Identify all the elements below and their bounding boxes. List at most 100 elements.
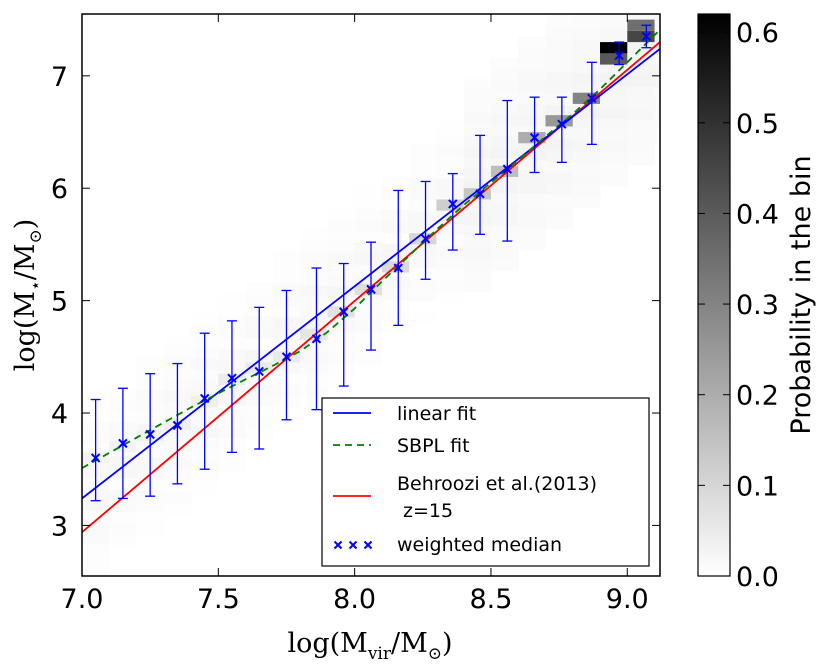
heatmap-bin xyxy=(436,144,465,157)
colorbar-tick-label: 0.6 xyxy=(736,18,779,49)
heatmap-bin xyxy=(436,178,465,191)
heatmap-bin xyxy=(545,59,574,72)
heatmap-bin xyxy=(272,260,301,273)
heatmap-bin xyxy=(300,284,328,297)
heatmap-bin xyxy=(436,268,465,281)
x-tick-label: 8.5 xyxy=(469,584,512,615)
heatmap-bin xyxy=(272,271,301,284)
median-marker xyxy=(393,263,403,273)
heatmap-bin xyxy=(409,244,437,257)
heatmap-bin xyxy=(354,253,383,266)
heatmap-bin xyxy=(654,20,660,32)
heatmap-bin xyxy=(627,19,655,31)
heatmap-bin xyxy=(545,183,574,196)
heatmap-bin xyxy=(381,175,410,188)
heatmap-bin xyxy=(490,248,519,261)
heatmap-bin xyxy=(600,141,628,153)
heatmap-bin xyxy=(490,225,519,238)
heatmap-bin xyxy=(654,31,660,43)
heatmap-bin xyxy=(327,296,356,309)
heatmap-bin xyxy=(518,170,546,183)
heatmap-bin xyxy=(490,203,519,216)
heatmap-bin xyxy=(327,229,356,242)
heatmap-bin xyxy=(545,48,574,61)
heatmap-bin xyxy=(191,313,219,325)
median-marker xyxy=(529,132,540,143)
heatmap-bin xyxy=(655,0,683,9)
median-marker xyxy=(90,453,101,463)
error-bars xyxy=(90,24,652,502)
heatmap-bin xyxy=(654,53,660,66)
heatmap-bin xyxy=(436,189,465,202)
heatmap-bin xyxy=(600,14,628,18)
heatmap-bin xyxy=(627,14,656,20)
median-marker xyxy=(118,438,128,449)
y-tick-label: 5 xyxy=(51,287,68,318)
median-marker-stroke xyxy=(145,429,155,440)
legend-median-marker-stroke xyxy=(348,540,358,550)
heatmap-bin xyxy=(518,58,546,71)
heatmap-bin xyxy=(518,204,546,217)
median-marker-stroke xyxy=(311,334,322,344)
heatmap-bin xyxy=(572,14,601,17)
heatmap-bin xyxy=(354,354,383,367)
heatmap-bin xyxy=(627,0,655,8)
heatmap-bin xyxy=(381,243,410,256)
heatmap-bin xyxy=(545,71,574,83)
heatmap-bin xyxy=(354,331,383,344)
median-marker xyxy=(339,307,349,317)
heatmap-bin xyxy=(436,122,465,134)
heatmap-bin xyxy=(82,544,110,556)
heatmap-bin xyxy=(600,118,628,131)
heatmap-bin xyxy=(354,275,383,288)
x-tick-label: 7.0 xyxy=(61,584,104,615)
heatmap-bin xyxy=(300,273,328,285)
median-marker xyxy=(614,50,624,61)
heatmap-bin xyxy=(518,126,546,138)
heatmap-bin xyxy=(600,42,628,54)
heatmap-bin xyxy=(300,306,328,319)
heatmap-bin xyxy=(463,168,492,181)
heatmap-bin xyxy=(381,198,410,211)
heatmap-bin xyxy=(381,254,410,267)
heatmap-bin xyxy=(82,510,110,523)
heatmap-bin xyxy=(627,86,656,98)
y-tick-label: 4 xyxy=(51,399,68,430)
median-marker-stroke xyxy=(254,366,264,377)
heatmap-bin xyxy=(409,312,437,324)
heatmap-bin xyxy=(545,138,574,151)
heatmap-bin xyxy=(463,123,492,136)
heatmap-bin xyxy=(327,240,356,253)
heatmap-bin xyxy=(627,74,656,87)
median-marker-stroke xyxy=(118,438,128,449)
heatmap-bin xyxy=(354,343,383,355)
legend-box xyxy=(321,397,650,567)
heatmap-bin xyxy=(463,89,492,102)
heatmap-bin xyxy=(545,14,574,27)
median-marker-stroke xyxy=(366,284,376,295)
heatmap-bin xyxy=(545,217,574,229)
median-marker xyxy=(502,164,513,174)
y-tick-label: 6 xyxy=(51,174,68,205)
heatmap-bin xyxy=(109,534,138,546)
heatmap-bin xyxy=(654,132,660,145)
heatmap-bin xyxy=(300,374,328,387)
heatmap-bin xyxy=(627,153,656,166)
heatmap-bin xyxy=(354,197,383,209)
heatmap-bin xyxy=(600,96,628,108)
heatmap-bin xyxy=(463,101,492,113)
colorbar-label: Probability in the bin xyxy=(786,155,817,434)
heatmap-bin xyxy=(518,148,546,161)
heatmap-bin xyxy=(163,334,192,347)
heatmap-bin xyxy=(82,555,110,568)
heatmap-bin xyxy=(545,26,574,38)
median-marker xyxy=(227,373,237,383)
y-axis-label: log(M⋆/M⊙) xyxy=(10,219,46,372)
median-marker-stroke xyxy=(227,373,237,383)
heatmap-bin xyxy=(436,133,465,146)
heatmap-bin xyxy=(518,47,546,60)
heatmap-bin xyxy=(518,193,546,206)
median-marker-stroke xyxy=(420,234,431,244)
heatmap-bin xyxy=(490,214,519,227)
median-marker xyxy=(557,119,567,129)
